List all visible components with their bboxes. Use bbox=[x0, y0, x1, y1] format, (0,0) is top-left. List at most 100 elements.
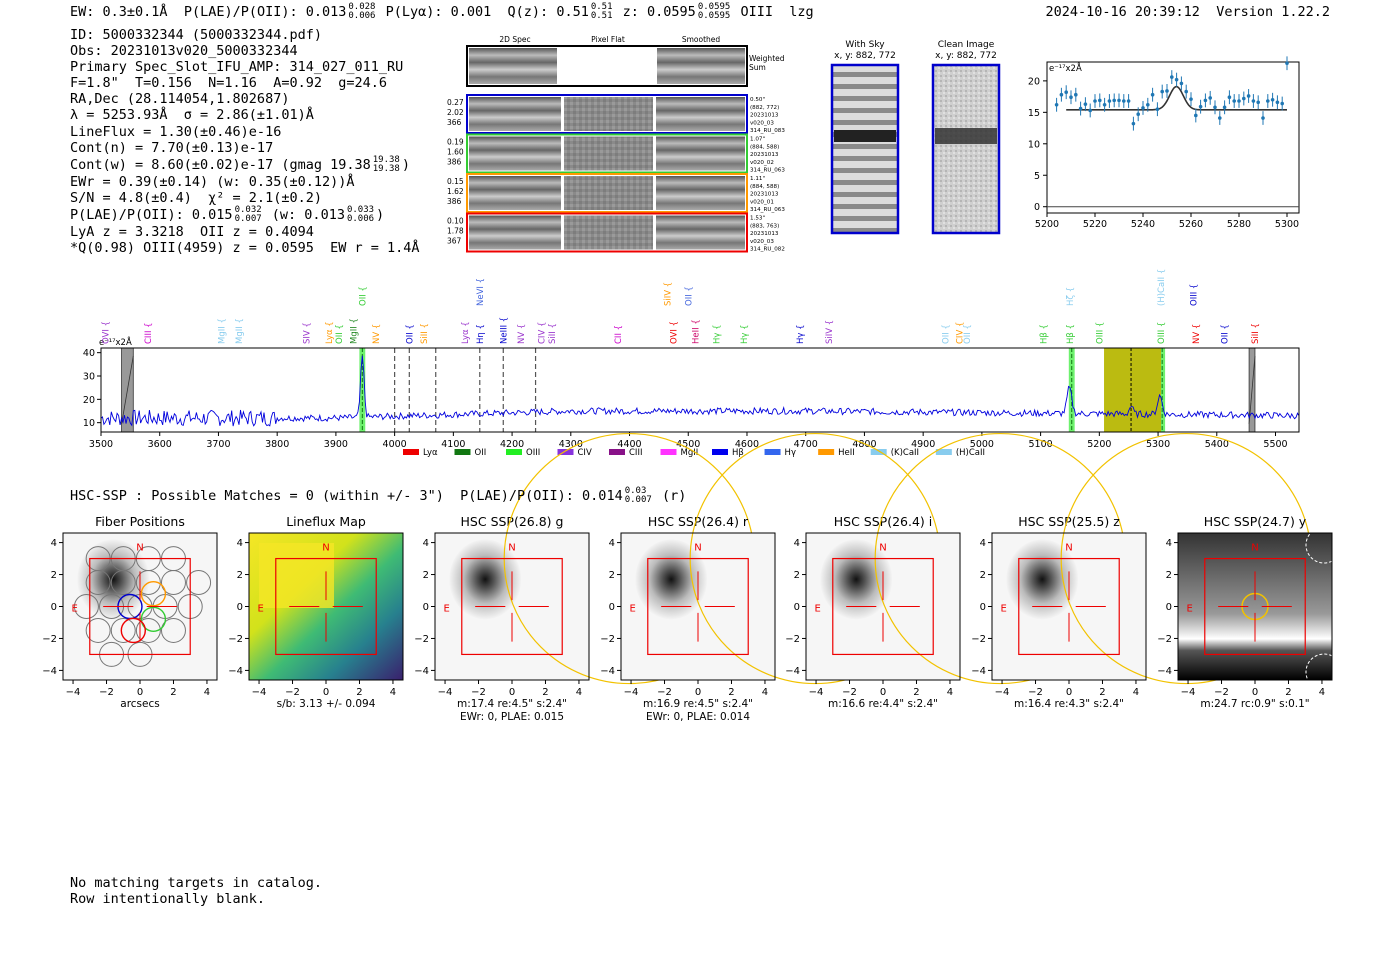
panel-ytick-label: 4 bbox=[1166, 538, 1172, 549]
panel-xtick-label: −2 bbox=[842, 687, 857, 698]
panel-ytick-label: 2 bbox=[980, 570, 986, 581]
zoom-data-point bbox=[1112, 98, 1116, 103]
panel-caption: EWr: 0, PLAE: 0.015 bbox=[460, 711, 564, 723]
cutout-smoothed bbox=[656, 97, 745, 131]
panel-xtick-label: −4 bbox=[252, 687, 267, 698]
panel-xtick-label: 2 bbox=[1285, 687, 1291, 698]
zoom-axes-frame bbox=[1046, 61, 1300, 214]
line-id-label: OII { bbox=[335, 324, 345, 344]
zoom-data-point bbox=[1131, 121, 1136, 126]
zoom-data-point bbox=[1107, 99, 1112, 103]
info-line-cont-w: Cont(w) = 8.60(±0.02)e-17 (gmag 19.38 19.… bbox=[70, 155, 420, 174]
cutout-left-label: 1.60 bbox=[447, 148, 464, 157]
spectrum-xtick-label: 3700 bbox=[206, 439, 230, 450]
col-title: 2D Spec bbox=[499, 35, 530, 44]
panel-ytick-label: 0 bbox=[51, 602, 57, 613]
zoom-data-point bbox=[1213, 105, 1217, 110]
east-label: E bbox=[815, 603, 821, 614]
legend-label: HeII bbox=[838, 448, 855, 458]
cutout-left-label: 0.19 bbox=[447, 138, 464, 147]
panel-ytick-label: 4 bbox=[980, 538, 986, 549]
y-band-image bbox=[1178, 533, 1332, 680]
line-id-label: NV { bbox=[1192, 324, 1202, 344]
cutout-left-label: 386 bbox=[447, 197, 462, 206]
panel-ytick-label: 0 bbox=[237, 602, 243, 613]
panel-xtick-label: −4 bbox=[809, 687, 824, 698]
fiber-circle bbox=[186, 570, 212, 596]
panel-ytick-label: 2 bbox=[1166, 570, 1172, 581]
line-id-label: Hβ { bbox=[1040, 324, 1050, 344]
imaging-panel: HSC SSP(25.5) z N E −4 −2 0 2 4 4 2 0 −2 −4 m:16.4 re… bbox=[971, 432, 1312, 710]
q-hi: 0.51 bbox=[590, 2, 613, 12]
legend-label: OIII bbox=[526, 448, 540, 458]
spectrum-xtick-label: 4900 bbox=[911, 439, 935, 450]
spectrum-xtick-label: 5400 bbox=[1205, 439, 1229, 450]
cutout-left-label: 0.27 bbox=[447, 98, 464, 107]
imaging-panels: Fiber Positions N E −4 −2 0 2 4 4 2 0 −2 −4 arcsecs Li… bbox=[42, 432, 1343, 723]
fov-box bbox=[832, 557, 934, 656]
spectrum-xtick-label: 4500 bbox=[676, 439, 700, 450]
plae-w-hi: 0.033 bbox=[346, 204, 375, 215]
zoom-data-point bbox=[1174, 77, 1179, 82]
line-id-label: SiII { bbox=[548, 323, 558, 344]
cutout-left-label: 1.78 bbox=[447, 227, 464, 236]
q-value: Q(z): 0.51 bbox=[507, 4, 589, 20]
fiber-highlight bbox=[140, 581, 167, 607]
legend-label: Hβ bbox=[732, 448, 744, 458]
east-label: E bbox=[72, 603, 78, 614]
panel-ytick-label: 4 bbox=[609, 538, 615, 549]
line-id-label: Hγ { bbox=[740, 324, 750, 344]
panel-ytick-label: −2 bbox=[228, 634, 243, 645]
fiber-circle bbox=[73, 594, 99, 619]
q-lo: 0.51 bbox=[590, 11, 613, 21]
info-block: ID: 5000332344 (5000332344.pdf) Obs: 202… bbox=[70, 27, 420, 256]
spectrum-xtick-label: 4700 bbox=[794, 439, 818, 450]
legend-swatch bbox=[764, 449, 781, 455]
line-id-label: OVI { bbox=[102, 321, 112, 344]
mask-circle bbox=[1305, 653, 1343, 691]
plae-hi: 0.028 bbox=[348, 2, 376, 12]
east-label: E bbox=[444, 603, 450, 614]
panel-xtick-label: 2 bbox=[356, 687, 362, 698]
legend-label: OII bbox=[475, 448, 487, 458]
line-id-label: OII { bbox=[358, 286, 368, 306]
fov-box bbox=[1018, 557, 1120, 656]
zoom-data-point bbox=[1141, 106, 1145, 110]
zoom-data-point bbox=[1266, 99, 1270, 103]
clean-image-title: Clean Image bbox=[938, 40, 995, 50]
lineflux-peak bbox=[259, 543, 334, 608]
line-id-label: MgII { bbox=[235, 318, 245, 344]
spectrum-xtick-label: 5500 bbox=[1263, 439, 1287, 450]
zoom-data-point bbox=[1242, 96, 1246, 101]
legend-swatch bbox=[609, 449, 625, 455]
cutout-pixel-flat bbox=[564, 97, 653, 131]
cont-w-text: Cont(w) = 8.60(±0.02)e-17 (gmag 19.38 bbox=[70, 156, 371, 173]
plae-w: (w: 0.013 bbox=[271, 206, 345, 223]
cutout-right-label: (884, 588) bbox=[750, 184, 779, 190]
masked-hatch bbox=[1248, 355, 1256, 425]
z-lo: 0.0595 bbox=[697, 11, 731, 21]
fov-box bbox=[647, 557, 749, 656]
panel-caption: m:24.7 rc:0.9" s:0.1" bbox=[1200, 698, 1309, 710]
spectrum-xtick-label: 3800 bbox=[265, 439, 289, 450]
east-label: E bbox=[630, 603, 636, 614]
cutout-smoothed bbox=[656, 215, 745, 250]
zoom-ytick-label: 15 bbox=[1028, 108, 1040, 119]
spectrum-ytick-label: 30 bbox=[83, 372, 95, 383]
footer: No matching targets in catalog. Row inte… bbox=[70, 875, 322, 907]
line-id-label: SIV { bbox=[303, 322, 313, 344]
line-id-label: SiIV { bbox=[825, 320, 835, 344]
cutout-right-label: 314_RU_083 bbox=[750, 128, 785, 134]
panel-xtick-label: −2 bbox=[99, 687, 114, 698]
with-sky-title: With Sky bbox=[845, 40, 885, 50]
info-line: ID: 5000332344 (5000332344.pdf) bbox=[70, 27, 322, 43]
timestamp: 2024-10-16 20:39:12 bbox=[1045, 4, 1200, 20]
info-line: λ = 5253.93Å σ = 2.86(±1.01)Å bbox=[70, 107, 314, 124]
zoom-data-point bbox=[1275, 100, 1280, 105]
sum-label: Sum bbox=[749, 63, 766, 72]
zoom-data-point bbox=[1064, 90, 1068, 94]
weighted-sum-smoothed bbox=[657, 48, 745, 84]
spectrum-xtick-label: 4100 bbox=[441, 439, 465, 450]
spectrum-xtick-label: 5200 bbox=[1087, 439, 1111, 450]
fiber-circle bbox=[110, 617, 136, 643]
